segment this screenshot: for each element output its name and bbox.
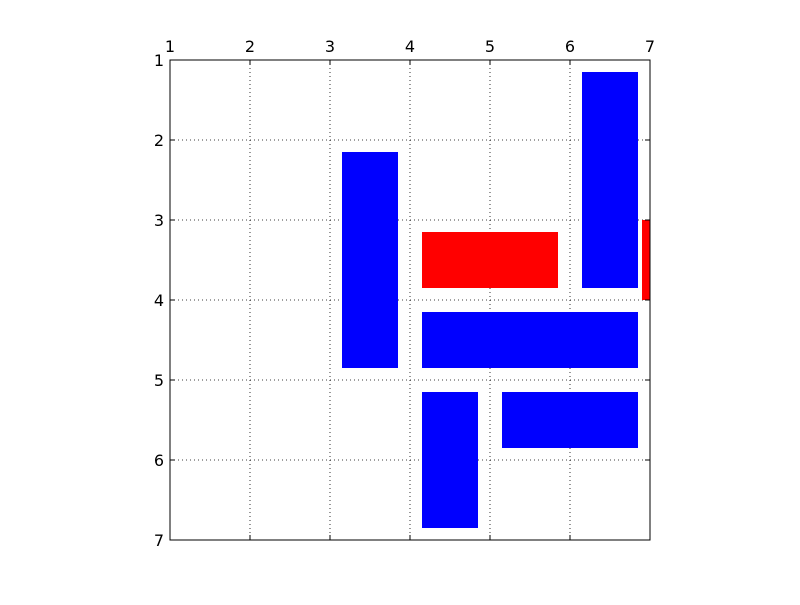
rect-layer — [342, 72, 650, 528]
x-tick-label: 3 — [325, 37, 335, 56]
blue-rect-5 — [422, 312, 638, 368]
red-rect-4 — [642, 220, 650, 300]
grid-layer — [170, 60, 650, 540]
y-tick-label: 2 — [154, 131, 164, 150]
tick-layer — [169, 59, 651, 541]
y-tick-label: 5 — [154, 371, 164, 390]
x-tick-label: 1 — [165, 37, 175, 56]
label-layer: 1 2 3 4 5 6 7 1 2 3 4 5 6 7 — [154, 37, 655, 550]
y-tick-label: 1 — [154, 51, 164, 70]
x-tick-label: 2 — [245, 37, 255, 56]
x-tick-label: 5 — [485, 37, 495, 56]
y-tick-label: 3 — [154, 211, 164, 230]
blue-rect-6 — [422, 392, 478, 528]
x-tick-label: 7 — [645, 37, 655, 56]
blue-rect-2 — [342, 152, 398, 368]
x-tick-label: 6 — [565, 37, 575, 56]
x-tick-label: 4 — [405, 37, 415, 56]
y-tick-label: 7 — [154, 531, 164, 550]
y-tick-label: 4 — [154, 291, 164, 310]
red-rect-3 — [422, 232, 558, 288]
blue-rect-7 — [502, 392, 638, 448]
y-tick-label: 6 — [154, 451, 164, 470]
blue-rect-1 — [582, 72, 638, 288]
